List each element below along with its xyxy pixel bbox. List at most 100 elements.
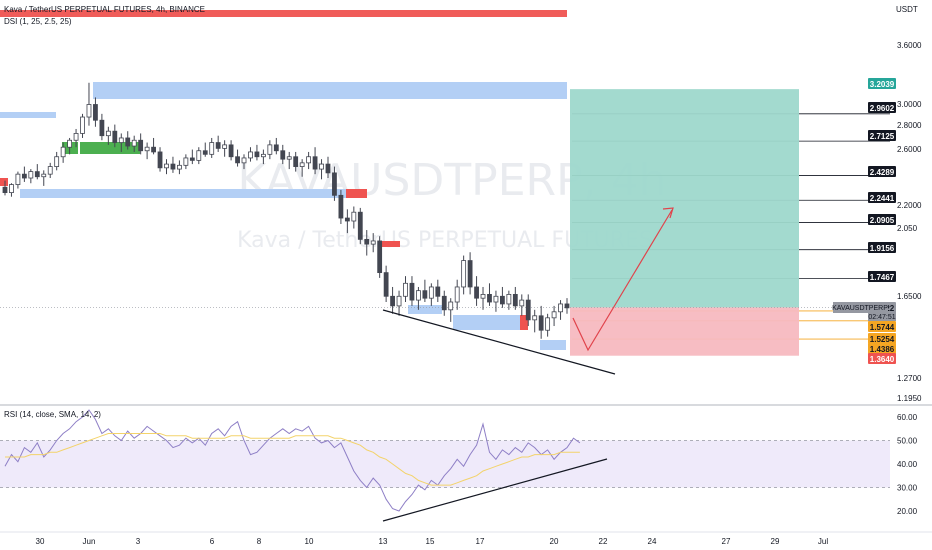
candle-body [396,295,402,307]
price-label-bg [868,192,896,203]
candle-body [183,157,189,166]
marker-zone [520,315,528,330]
rsi-pane[interactable] [0,409,890,522]
candle [564,298,570,314]
candle [416,286,421,310]
price-label-bg [868,78,896,89]
candle [525,294,531,327]
price-label: 2.7125 [870,132,895,141]
candle [558,300,563,320]
candle [551,305,557,327]
candle-body [260,153,266,158]
candle-body [351,211,357,222]
marker-zone [378,241,400,247]
candle [164,159,169,175]
candle [512,286,518,310]
candle-body [86,104,92,118]
x-tick-label: 22 [599,537,608,546]
candle [254,144,260,161]
price-axis[interactable]: 3.6000 3.0000 2.8000 2.6000 2.2000 2.050 1.650… [0,41,932,516]
candle [125,131,131,150]
candle-body [21,173,27,179]
candle-body [474,286,479,299]
rsi-tick-label: 20.00 [897,507,918,516]
candle [21,166,27,182]
candle-body [131,139,137,147]
candle-body [28,171,34,179]
price-trend-line [382,309,616,375]
candle-body [118,137,124,143]
candle [47,162,53,179]
x-tick-label: 30 [36,537,45,546]
y-tick-label: 2.6000 [897,145,922,154]
candle [383,265,389,303]
candle-body [525,299,531,321]
candle [454,279,460,310]
y-tick-label: 2.8000 [897,121,922,130]
candle-body [564,303,570,309]
loss-zone [570,307,799,356]
candle [93,97,98,127]
candle [60,142,66,163]
candle [493,290,499,312]
candle [312,147,318,175]
y-tick-label: 1.6500 [897,292,922,301]
price-label: 1.3640 [870,355,895,364]
chart-title: Kava / TetherUS PERPETUAL FUTURES, 4h, B… [4,5,205,14]
candle [448,298,454,322]
profit-zone [570,89,799,308]
x-tick-label: 20 [550,537,559,546]
candle-body [409,282,415,301]
candle-body [73,133,79,141]
candle-body [545,317,551,331]
candle-body [306,156,312,164]
candle-body [383,272,389,297]
candle [409,276,415,306]
price-pane[interactable] [0,10,890,375]
x-tick-label: 17 [476,537,485,546]
chart-header: Kava / TetherUS PERPETUAL FUTURES, 4h, B… [4,5,918,419]
candle [461,255,467,295]
candle [138,133,144,155]
x-tick-label: 6 [210,537,215,546]
candle [306,151,312,170]
projection-path [572,209,673,352]
candle [228,140,234,161]
rsi-tick-label: 50.00 [897,437,918,446]
candle-body [41,173,47,178]
symbol-tag: KAVAUSDTPERP [832,305,888,312]
demand-zone [453,315,520,330]
candle [202,142,208,157]
candle [241,154,247,170]
candle [344,209,350,234]
candle-body [2,186,8,194]
rsi-tick-label: 30.00 [897,483,918,492]
candle-body [293,156,299,167]
currency-label: USDT [896,5,918,14]
rsi-tick-label: 60.00 [897,413,918,422]
candle [545,313,551,337]
demand-zone-end [346,189,367,198]
candle [177,160,182,175]
marker-zone [0,178,8,186]
x-tick-label: 13 [379,537,388,546]
candle [209,137,215,158]
price-label-bg [868,242,896,253]
candle [235,149,240,167]
candle-body [512,293,518,307]
candle-body [532,315,538,321]
candle [151,137,156,155]
candle-body [344,217,350,222]
candle-body [357,211,363,240]
candle [80,113,85,138]
candle-body [435,286,441,297]
candle [273,137,279,155]
candle-body [377,240,383,274]
candle-body [558,303,563,313]
candle-body [189,157,195,161]
rsi-label: RSI (14, close, SMA, 14, 2) [4,410,101,419]
candle [428,283,434,306]
time-axis[interactable]: 30 Jun 3 6 8 10 13 15 17 20 22 24 27 29 Jul [0,531,932,546]
candle [332,166,337,201]
